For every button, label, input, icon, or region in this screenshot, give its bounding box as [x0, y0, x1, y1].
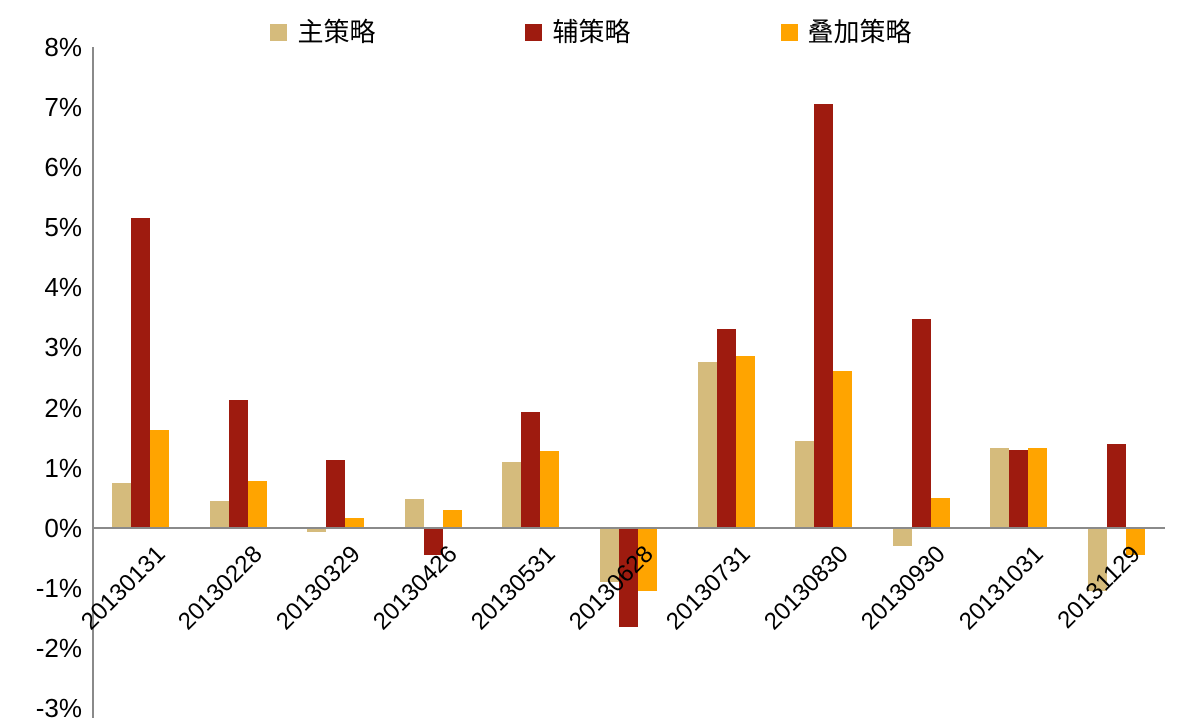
- legend-swatch-icon: [270, 23, 288, 41]
- bar-叠加策略-20130228: [247, 480, 267, 528]
- bar-主策略-20130731: [697, 362, 717, 528]
- bar-主策略-20131031: [990, 448, 1010, 528]
- bar-主策略-20131129: [1087, 527, 1107, 591]
- x-axis-tick-label: 20130531: [466, 540, 561, 635]
- bar-辅策略-20130731: [716, 329, 736, 528]
- bar-辅策略-20130930: [911, 318, 931, 528]
- bar-辅策略-20130531: [521, 412, 541, 528]
- legend-label: 辅策略: [552, 17, 631, 47]
- bar-叠加策略-20130131: [150, 430, 170, 528]
- y-axis-tick-label: -3%: [35, 693, 82, 723]
- x-axis-tick-label: 20130426: [368, 540, 464, 635]
- plot-area: 20130131 20130228 20130329 20130426 20130531…: [76, 47, 1165, 718]
- bar-主策略-20130228: [209, 500, 229, 528]
- y-axis-tick-label: 0%: [44, 512, 82, 543]
- bar-辅策略-20131129: [1106, 443, 1126, 528]
- bar-主策略-20130830: [795, 440, 815, 528]
- x-axis-tick-label: 20130930: [856, 540, 951, 635]
- y-axis-tick-label: 8%: [44, 32, 82, 62]
- bar-叠加策略-20130531: [540, 451, 560, 528]
- bar-辅策略-20130329: [326, 460, 346, 528]
- bar-辅策略-20131031: [1009, 449, 1029, 528]
- y-axis-tick-label: 3%: [44, 332, 82, 363]
- bar-辅策略-20130228: [228, 400, 248, 528]
- bar-叠加策略-20130830: [833, 371, 853, 528]
- bar-主策略-20130628: [600, 527, 619, 582]
- bar-辅策略-20130628: [619, 527, 638, 627]
- y-axis-tick-label: 4%: [44, 272, 82, 303]
- legend-item: 主策略: [270, 19, 375, 45]
- x-axis-tick-label: 20130329: [270, 540, 366, 635]
- x-axis-tick-label: 20130830: [758, 540, 854, 635]
- legend-label: 叠加策略: [807, 17, 912, 47]
- bar-叠加策略-20130731: [735, 356, 755, 528]
- y-axis-tick-label: 7%: [44, 92, 82, 123]
- y-axis-tick-label: -1%: [35, 572, 82, 603]
- bar-辅策略-20130830: [814, 104, 834, 528]
- y-axis-labels: 8% 7% 6% 5% 4% 3% 2% 1% 0% -1% -2% -3%: [0, 34, 82, 721]
- bar-主策略-20130531: [502, 461, 522, 528]
- bar-叠加策略-20131031: [1028, 447, 1048, 528]
- legend-label: 主策略: [297, 17, 376, 47]
- x-axis-tick-label: 20130228: [173, 540, 268, 635]
- bar-辅策略-20130131: [131, 218, 151, 528]
- x-axis-tick-label: 20131031: [953, 540, 1049, 635]
- chart-legend: 主策略 辅策略 叠加策略: [0, 12, 1182, 52]
- bar-主策略-20130329: [307, 527, 327, 532]
- y-axis-tick-label: 1%: [44, 452, 82, 483]
- legend-swatch-icon: [780, 23, 798, 41]
- bar-叠加策略-20130426: [442, 509, 462, 528]
- y-axis-tick-label: 6%: [44, 152, 82, 183]
- bar-辅策略-20130426: [423, 527, 443, 555]
- legend-swatch-icon: [525, 23, 543, 41]
- bar-叠加策略-20131129: [1125, 527, 1145, 555]
- bar-主策略-20130930: [892, 527, 912, 546]
- y-axis-line: [92, 47, 94, 718]
- x-axis-line: [92, 526, 1165, 529]
- legend-item: 叠加策略: [780, 17, 912, 47]
- bar-主策略-20130426: [404, 498, 424, 528]
- y-axis-tick-label: -2%: [35, 632, 82, 663]
- x-axis-tick-label: 20130731: [661, 540, 756, 635]
- bar-叠加策略-20130329: [345, 517, 365, 528]
- bar-叠加策略-20130930: [930, 497, 950, 528]
- legend-item: 辅策略: [525, 17, 631, 47]
- y-axis-tick-label: 2%: [44, 392, 82, 423]
- bar-叠加策略-20130628: [638, 527, 657, 591]
- bar-主策略-20130131: [112, 482, 132, 528]
- y-axis-tick-label: 5%: [44, 212, 82, 243]
